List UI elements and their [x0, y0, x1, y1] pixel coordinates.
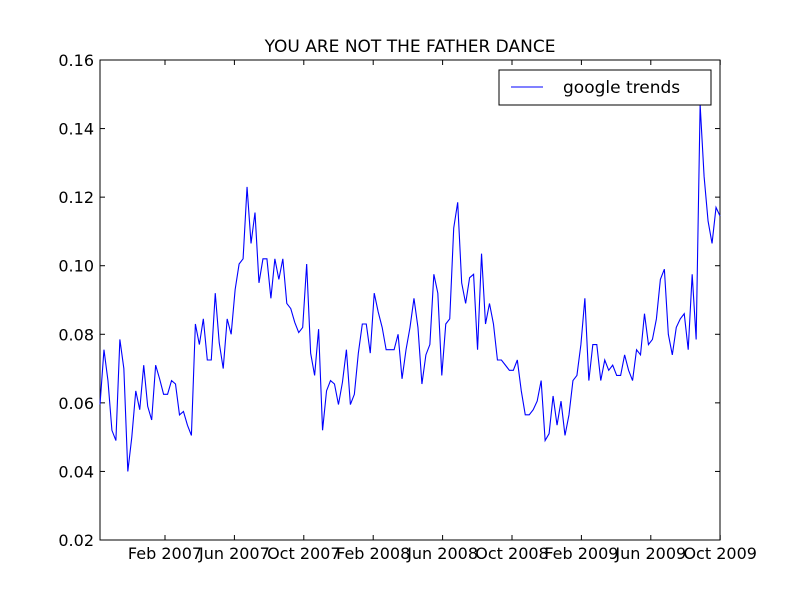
y-tick-label: 0.16	[58, 51, 94, 70]
legend: google trends	[498, 69, 712, 106]
series-line-google-trends	[99, 104, 721, 472]
y-axis: 0.02 0.04 0.06 0.08 0.10 0.12 0.14 0.16	[58, 51, 720, 550]
y-tick-label: 0.10	[58, 257, 94, 276]
y-tick-label: 0.08	[58, 325, 94, 344]
y-tick-label: 0.06	[58, 394, 94, 413]
x-tick-label: Feb 2008	[336, 544, 410, 563]
x-tick-label: Feb 2007	[128, 544, 202, 563]
x-tick-label: Feb 2009	[544, 544, 618, 563]
x-tick-label: Oct 2007	[267, 544, 340, 563]
plot-frame	[99, 59, 721, 541]
y-tick-label: 0.02	[58, 531, 94, 550]
y-tick-label: 0.12	[58, 188, 94, 207]
chart-title: YOU ARE NOT THE FATHER DANCE	[264, 37, 556, 57]
x-tick-label: Jun 2008	[406, 544, 478, 563]
plot-area	[99, 59, 721, 541]
x-tick-label: Oct 2009	[683, 544, 756, 563]
y-tick-label: 0.04	[58, 462, 94, 481]
x-tick-label: Oct 2008	[475, 544, 548, 563]
legend-label: google trends	[563, 78, 680, 98]
x-tick-label: Jun 2007	[198, 544, 270, 563]
x-tick-label: Jun 2009	[614, 544, 686, 563]
y-tick-label: 0.14	[58, 120, 94, 139]
